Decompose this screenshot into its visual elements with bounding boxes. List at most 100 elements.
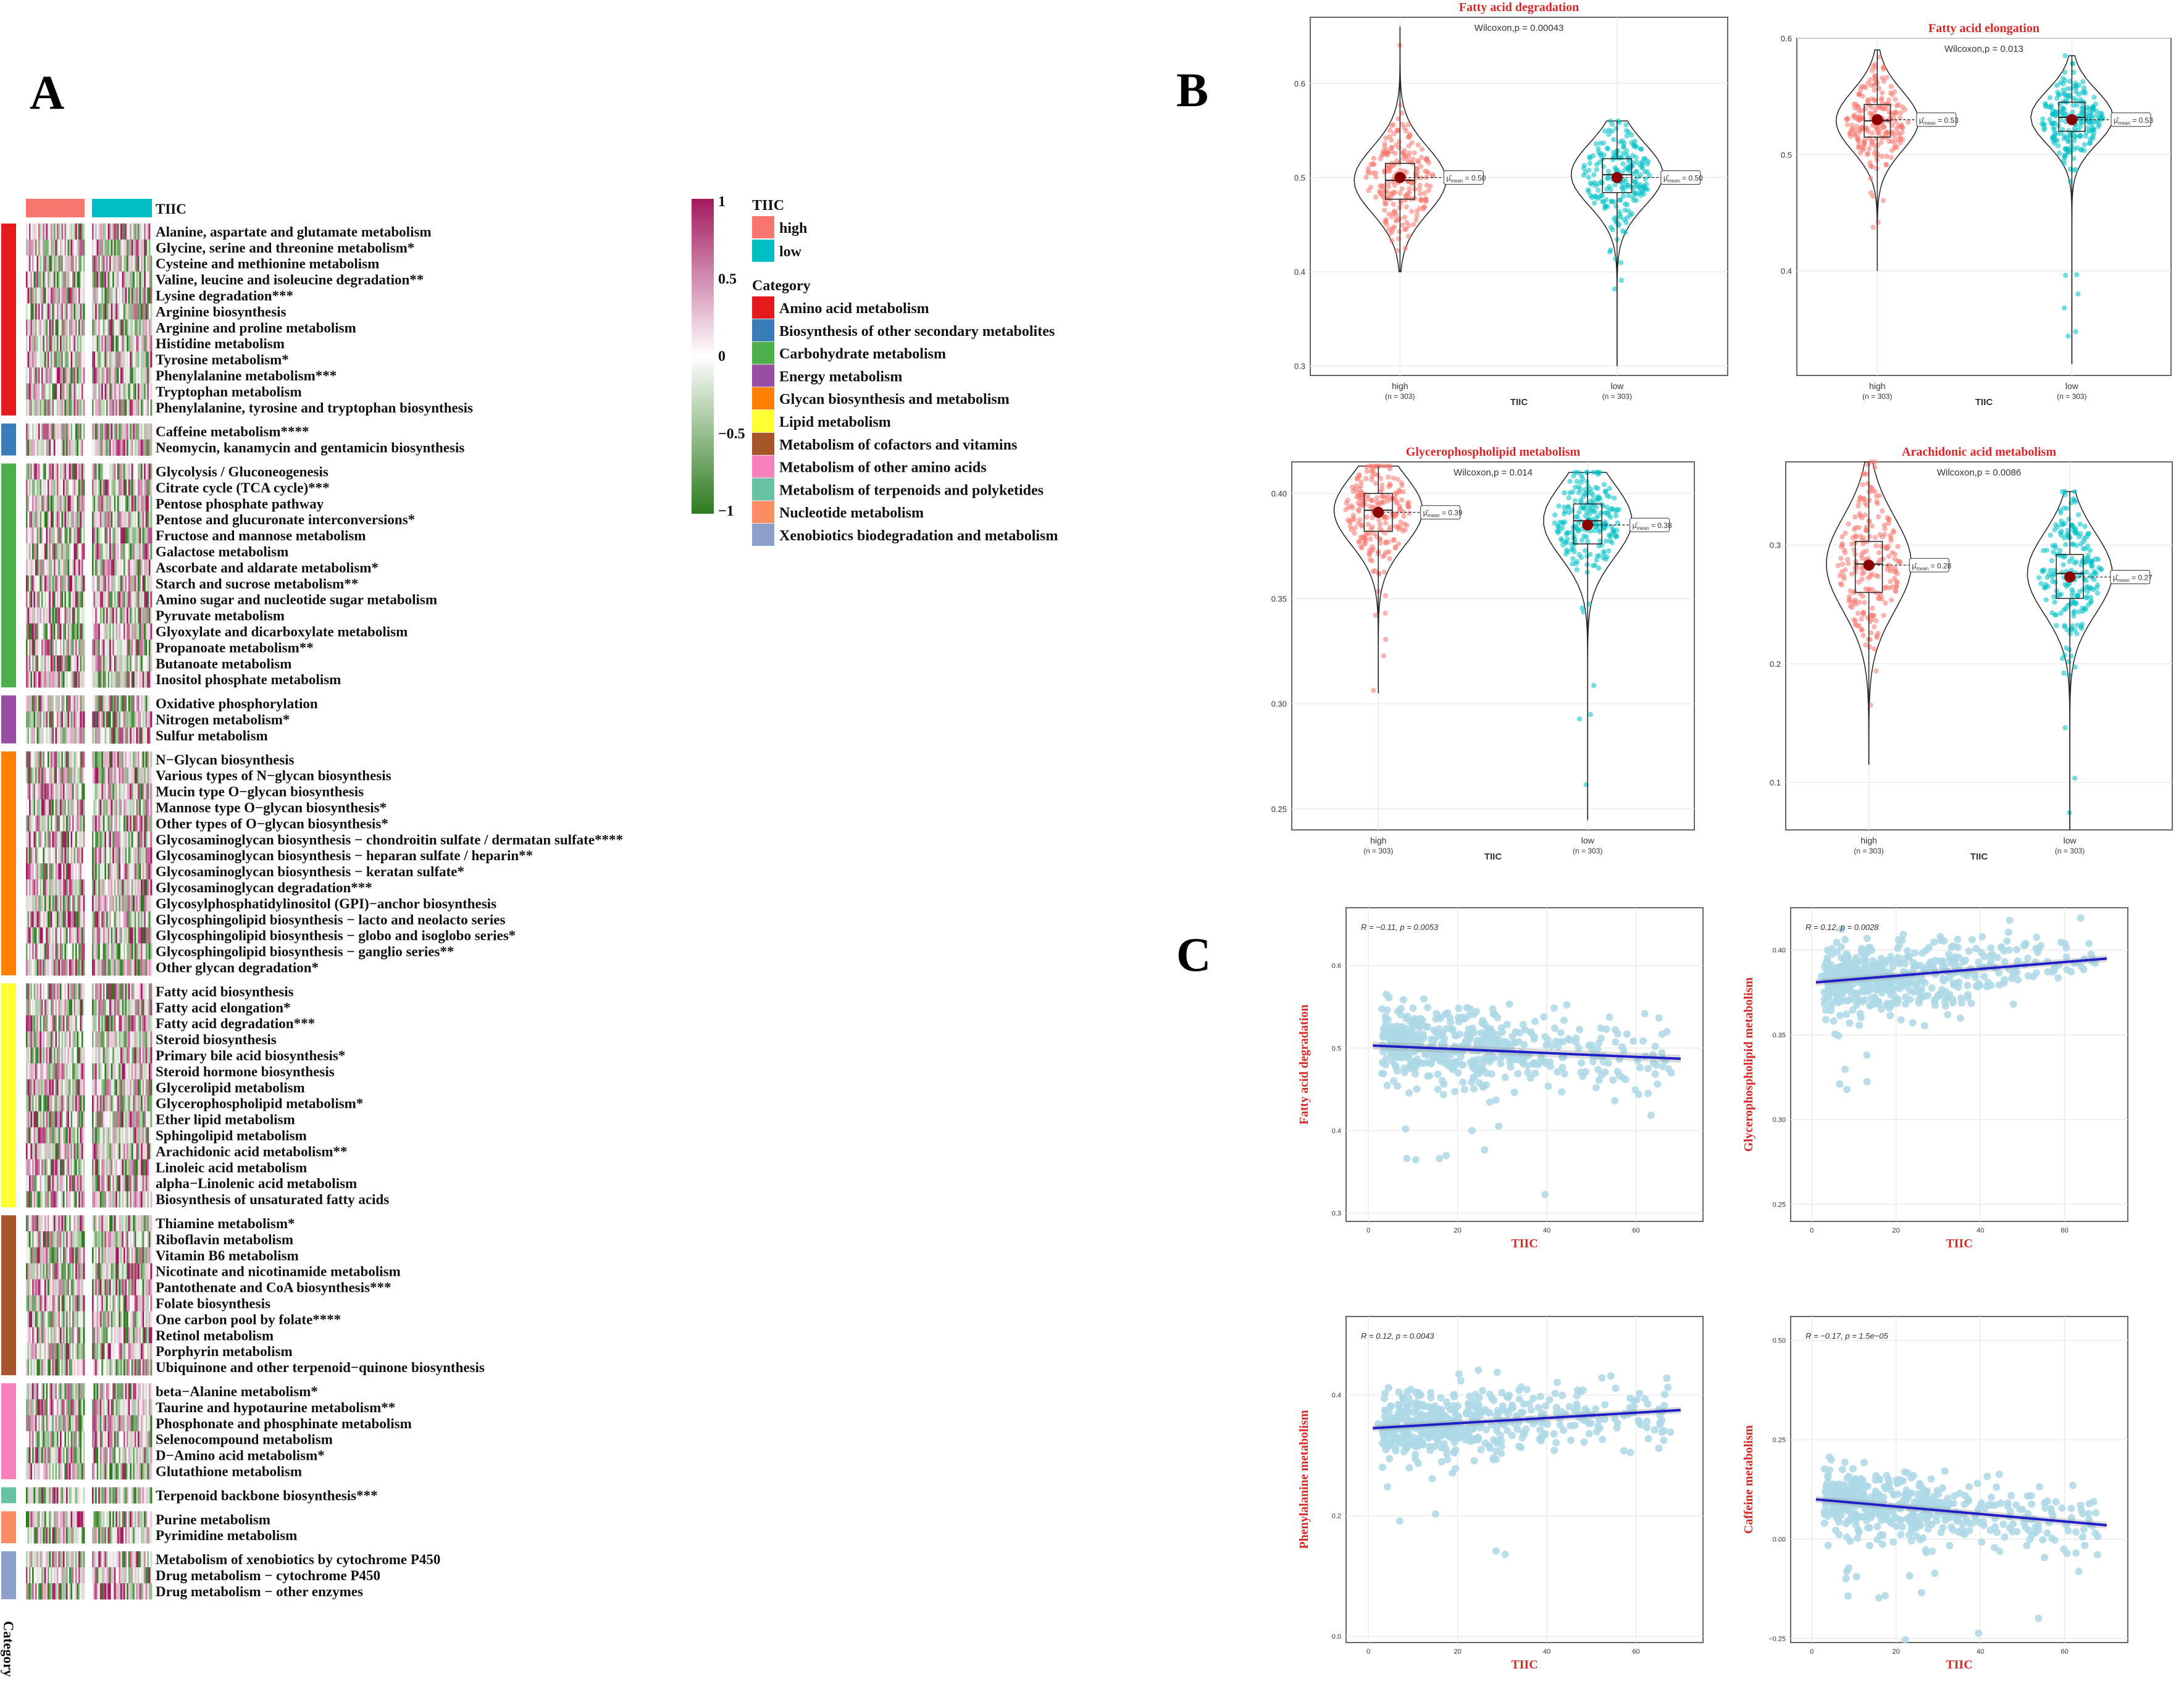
heatmap-cell [98, 319, 101, 336]
heatmap-cell [111, 495, 113, 512]
heatmap-cell [73, 863, 76, 880]
heatmap-cell [98, 623, 101, 640]
heatmap-cell [64, 783, 67, 800]
heatmap-cell [57, 527, 59, 544]
heatmap-cell [106, 335, 108, 352]
heatmap-cell [123, 1231, 125, 1248]
heatmap-cell [54, 527, 56, 544]
heatmap-cell [144, 727, 146, 744]
heatmap-cell [61, 1191, 64, 1208]
heatmap-cell [58, 287, 61, 304]
heatmap-cell [136, 943, 138, 960]
heatmap-cell [101, 1247, 104, 1264]
heatmap-cell [130, 1175, 132, 1192]
heatmap-cell [60, 351, 62, 368]
heatmap-cell [83, 439, 85, 456]
heatmap-cell [92, 319, 94, 336]
heatmap-cell [138, 543, 140, 560]
heatmap-cell [120, 847, 122, 864]
heatmap-cell [43, 671, 45, 688]
heatmap-cell [93, 655, 96, 672]
heatmap-cell [92, 1095, 94, 1112]
heatmap-cell [33, 1175, 36, 1192]
row-label: Other glycan degradation* [156, 960, 319, 976]
heatmap-cell [36, 959, 39, 976]
heatmap-cell [96, 463, 99, 480]
heatmap-cell [138, 1247, 140, 1264]
heatmap-cell [109, 1031, 112, 1048]
heatmap-cell [57, 751, 59, 768]
heatmap-cell [73, 543, 76, 560]
heatmap-cell [109, 727, 112, 744]
heatmap-cell [136, 479, 138, 496]
heatmap-cell [99, 559, 102, 576]
heatmap-cell [120, 575, 122, 592]
heatmap-cell [57, 399, 59, 416]
heatmap-cell [52, 1047, 54, 1064]
heatmap-cell [80, 543, 82, 560]
heatmap-cell [26, 879, 28, 896]
heatmap-cell [73, 639, 76, 656]
heatmap-cell [35, 255, 37, 272]
heatmap-cell [130, 559, 132, 576]
heatmap-cell [66, 1047, 68, 1064]
heatmap-cell [44, 575, 46, 592]
heatmap-cell [82, 255, 83, 272]
heatmap-cell [136, 655, 138, 672]
heatmap-cell [44, 767, 46, 784]
heatmap-cell [92, 351, 94, 368]
heatmap-cell [40, 575, 42, 592]
heatmap-cell [131, 1079, 133, 1096]
heatmap-cell [130, 751, 132, 768]
heatmap-cell [101, 799, 104, 816]
heatmap-cell [83, 479, 85, 496]
heatmap-cell [136, 543, 138, 560]
heatmap-cell [36, 575, 39, 592]
heatmap-cell [98, 439, 101, 456]
heatmap-cell [120, 1175, 122, 1192]
heatmap-cell [119, 463, 121, 480]
heatmap-cell [112, 495, 115, 512]
heatmap-cell [99, 1127, 102, 1144]
heatmap-cell [98, 783, 101, 800]
heatmap-cell [106, 1159, 108, 1176]
heatmap-cell [141, 271, 143, 288]
heatmap-cell [26, 927, 28, 944]
heatmap-cell [150, 1143, 153, 1160]
heatmap-cell [52, 959, 54, 976]
heatmap-cell [41, 399, 43, 416]
heatmap-cell [147, 727, 149, 744]
heatmap-cell [92, 399, 94, 416]
heatmap-cell [150, 1127, 153, 1144]
heatmap-cell [51, 607, 52, 624]
heatmap-cell [82, 1143, 83, 1160]
heatmap-cell [112, 927, 115, 944]
heatmap-cell [123, 543, 125, 560]
heatmap-cell [55, 1127, 57, 1144]
heatmap-cell [41, 367, 43, 384]
heatmap-row-cells [92, 983, 153, 1000]
heatmap-cell [123, 271, 125, 288]
heatmap-cell [141, 695, 143, 712]
heatmap-cell [80, 1095, 82, 1112]
heatmap-cell [36, 1015, 39, 1032]
heatmap-cell [52, 879, 54, 896]
heatmap-cell [46, 999, 48, 1016]
heatmap-cell [104, 351, 107, 368]
heatmap-cell [58, 799, 61, 816]
heatmap-cell [30, 1159, 33, 1176]
heatmap-cell [32, 711, 34, 728]
heatmap-cell [125, 303, 127, 320]
heatmap-cell [147, 383, 149, 400]
heatmap-cell [63, 399, 65, 416]
heatmap-cell [44, 255, 46, 272]
heatmap-cell [139, 1247, 141, 1264]
heatmap-cell [103, 815, 105, 832]
heatmap-cell [36, 783, 39, 800]
heatmap-cell [107, 959, 110, 976]
heatmap-cell [83, 303, 85, 320]
heatmap-cell [66, 727, 68, 744]
heatmap-cell [139, 999, 141, 1016]
heatmap-cell [148, 495, 151, 512]
heatmap-cell [109, 1263, 112, 1280]
